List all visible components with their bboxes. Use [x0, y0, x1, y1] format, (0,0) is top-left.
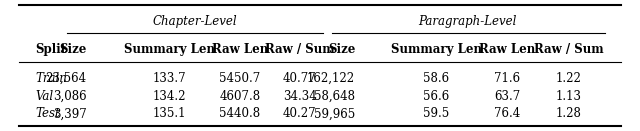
- Text: Raw Len: Raw Len: [479, 43, 536, 56]
- Text: Size: Size: [328, 43, 355, 56]
- Text: Raw / Sum: Raw / Sum: [534, 43, 603, 56]
- Text: Test: Test: [35, 107, 60, 121]
- Text: 58.6: 58.6: [424, 72, 449, 85]
- Text: Summary Len: Summary Len: [124, 43, 215, 56]
- Text: Size: Size: [59, 43, 86, 56]
- Text: 135.1: 135.1: [153, 107, 186, 121]
- Text: 4607.8: 4607.8: [220, 90, 260, 103]
- Text: 3,397: 3,397: [52, 107, 86, 121]
- Text: 134.2: 134.2: [153, 90, 186, 103]
- Text: Split: Split: [35, 43, 67, 56]
- Text: 5440.8: 5440.8: [220, 107, 260, 121]
- Text: 63.7: 63.7: [494, 90, 521, 103]
- Text: 58,648: 58,648: [314, 90, 355, 103]
- Text: 59,965: 59,965: [314, 107, 355, 121]
- Text: 162,122: 162,122: [307, 72, 355, 85]
- Text: 3,086: 3,086: [52, 90, 86, 103]
- Text: 76.4: 76.4: [494, 107, 521, 121]
- Text: 23,564: 23,564: [45, 72, 86, 85]
- Text: 34.34: 34.34: [283, 90, 316, 103]
- Text: 56.6: 56.6: [423, 90, 450, 103]
- Text: 59.5: 59.5: [423, 107, 450, 121]
- Text: Paragraph-Level: Paragraph-Level: [419, 15, 517, 28]
- Text: 40.77: 40.77: [283, 72, 316, 85]
- Text: Raw Len: Raw Len: [212, 43, 268, 56]
- Text: 133.7: 133.7: [153, 72, 186, 85]
- Text: 5450.7: 5450.7: [220, 72, 260, 85]
- Text: 40.27: 40.27: [283, 107, 316, 121]
- Text: 71.6: 71.6: [495, 72, 520, 85]
- Text: Summary Len: Summary Len: [391, 43, 482, 56]
- Text: 1.28: 1.28: [556, 107, 581, 121]
- Text: Val: Val: [35, 90, 53, 103]
- Text: Chapter-Level: Chapter-Level: [153, 15, 237, 28]
- Text: 1.22: 1.22: [556, 72, 581, 85]
- Text: Train: Train: [35, 72, 67, 85]
- Text: Raw / Sum: Raw / Sum: [265, 43, 334, 56]
- Text: 1.13: 1.13: [556, 90, 581, 103]
